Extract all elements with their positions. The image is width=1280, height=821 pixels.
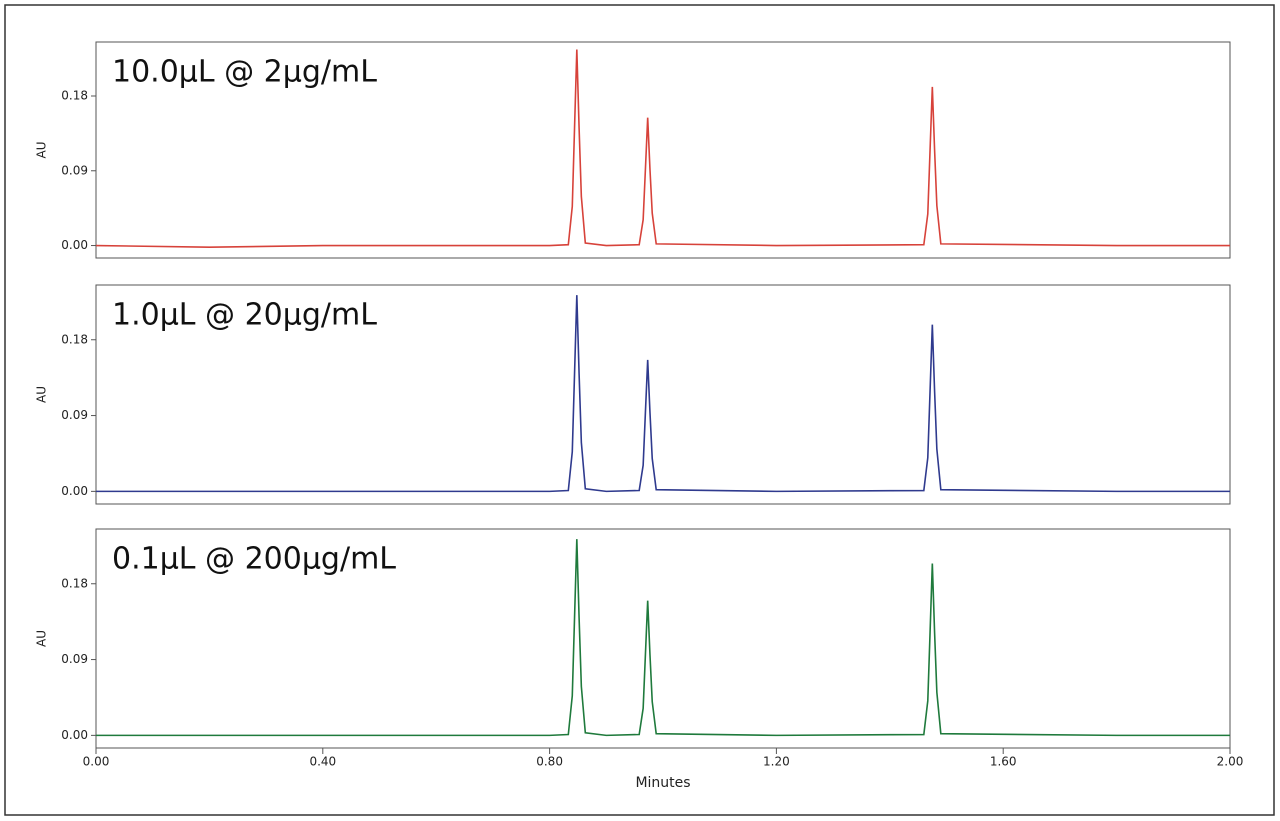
- x-tick-label: 0.40: [309, 755, 336, 769]
- x-tick-label: 0.80: [536, 755, 563, 769]
- y-tick-label: 0.00: [61, 238, 88, 252]
- y-axis-label: AU: [35, 386, 49, 403]
- panel-title: 0.1µL @ 200µg/mL: [112, 542, 396, 577]
- y-tick-label: 0.00: [61, 484, 88, 498]
- y-tick-label: 0.18: [61, 576, 88, 590]
- frame: [4, 4, 1275, 816]
- y-axis-label: AU: [35, 630, 49, 647]
- x-tick-label: 1.20: [763, 755, 790, 769]
- x-tick-label: 1.60: [990, 755, 1017, 769]
- y-tick-label: 0.18: [61, 332, 88, 346]
- x-tick-label: 0.00: [83, 755, 110, 769]
- chromatogram-line: [95, 49, 1230, 249]
- y-tick-label: 0.00: [61, 728, 88, 742]
- plot-area: [95, 41, 1231, 259]
- y-tick-label: 0.09: [61, 163, 88, 177]
- x-axis-label: Minutes: [635, 775, 690, 791]
- y-axis-label: AU: [35, 142, 49, 159]
- x-tick-label: 2.00: [1217, 755, 1244, 769]
- plot-area: [95, 284, 1231, 505]
- chromatogram-line: [96, 295, 1230, 493]
- y-tick-label: 0.18: [61, 89, 88, 103]
- panel-title: 10.0µL @ 2µg/mL: [112, 55, 377, 90]
- plot-area: [95, 528, 1231, 749]
- y-tick-label: 0.09: [61, 652, 88, 666]
- chromatogram-line: [96, 539, 1230, 737]
- panel-title: 1.0µL @ 20µg/mL: [112, 298, 377, 333]
- y-tick-label: 0.09: [61, 408, 88, 422]
